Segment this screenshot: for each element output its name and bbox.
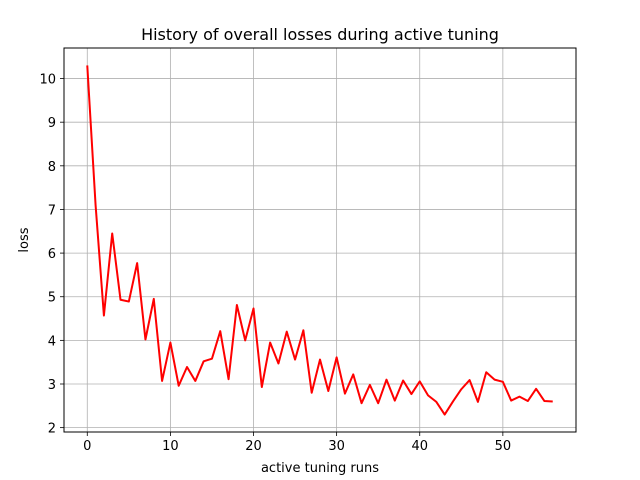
y-axis-label: loss <box>17 227 32 252</box>
y-tick-label: 9 <box>48 116 56 131</box>
x-tick-label: 40 <box>411 439 428 454</box>
y-tick-label: 10 <box>39 73 56 88</box>
plot-frame <box>63 47 577 433</box>
x-tick-label: 30 <box>328 439 345 454</box>
x-axis-ticks: 0 10 20 30 40 50 <box>83 432 511 454</box>
y-tick-label: 2 <box>48 422 56 437</box>
y-tick-label: 4 <box>48 334 56 349</box>
x-tick-label: 20 <box>245 439 262 454</box>
x-tick-label: 10 <box>162 439 179 454</box>
y-axis-ticks: 2 3 4 5 6 7 8 9 10 <box>39 73 64 437</box>
x-tick-label: 0 <box>83 439 91 454</box>
x-axis-label: active tuning runs <box>261 461 379 476</box>
series-group <box>86 65 553 416</box>
x-tick-label: 50 <box>495 439 512 454</box>
y-tick-label: 7 <box>48 203 56 218</box>
chart-title: History of overall losses during active … <box>141 25 499 44</box>
y-tick-label: 5 <box>48 291 56 306</box>
y-tick-label: 8 <box>48 160 56 175</box>
loss-series-line <box>86 65 553 416</box>
y-tick-label: 6 <box>48 247 56 262</box>
grid-lines <box>64 48 576 432</box>
y-tick-label: 3 <box>48 378 56 393</box>
